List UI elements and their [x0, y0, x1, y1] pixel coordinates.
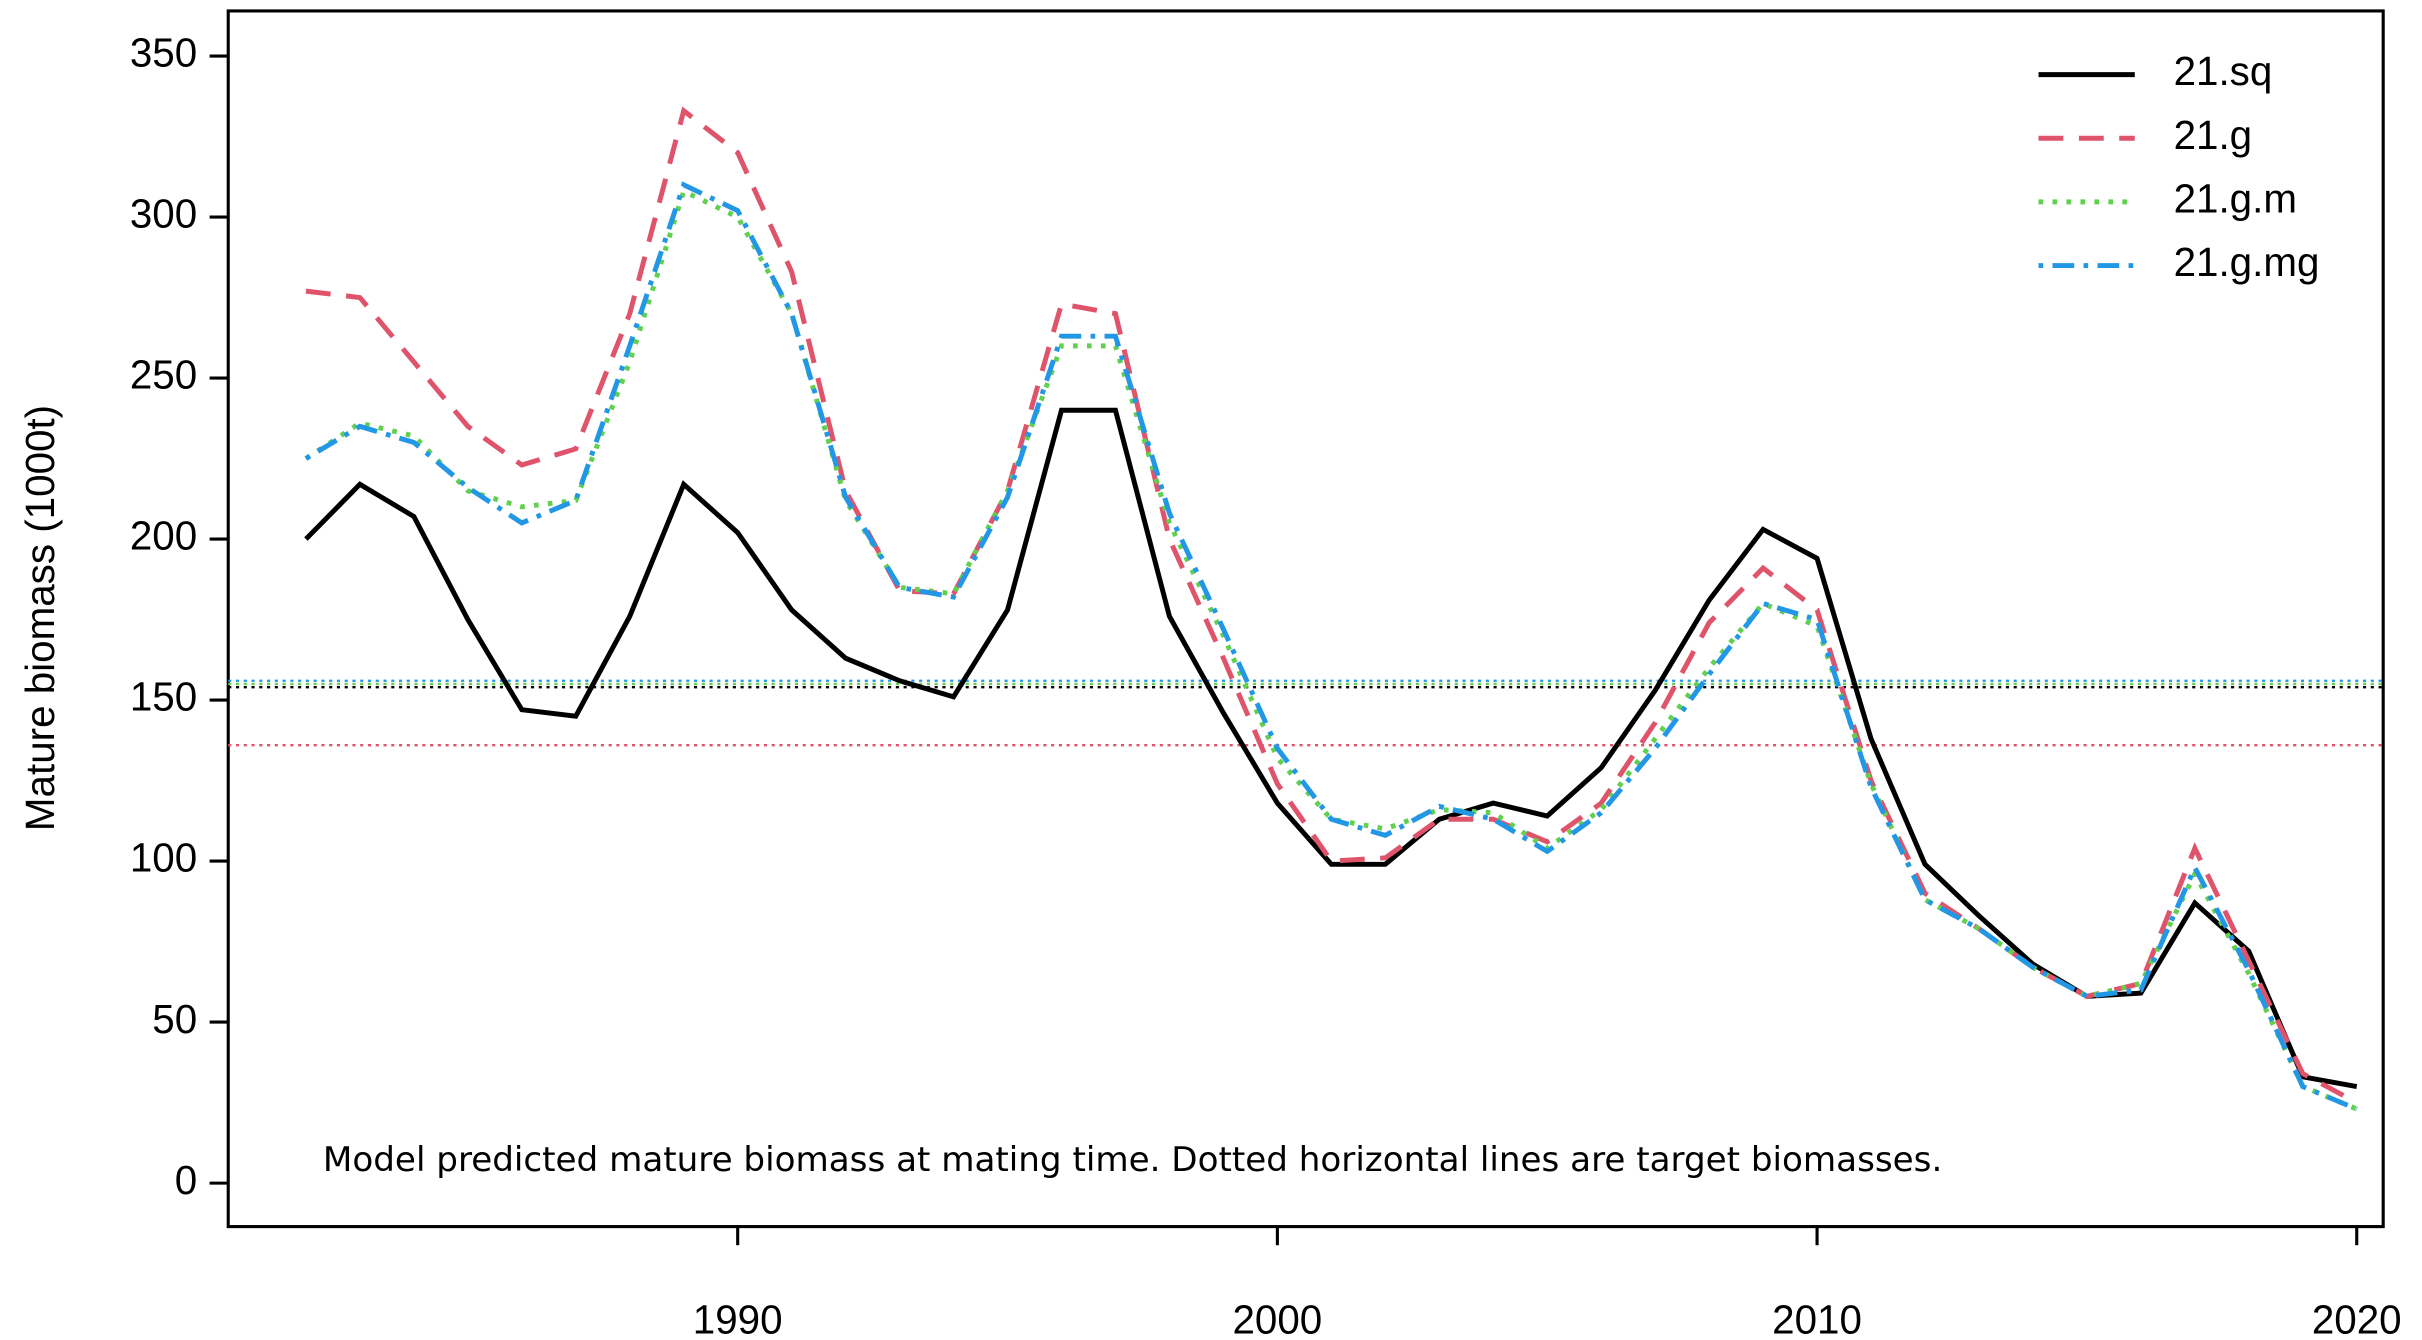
x-tick-label: 2020	[2312, 1297, 2402, 1340]
y-tick-label: 150	[130, 674, 197, 720]
annotation: Model predicted mature biomass at mating…	[323, 1140, 1942, 1180]
plot-frame	[226, 9, 2385, 1229]
y-tick-label: 350	[130, 30, 197, 76]
y-axis-label: Mature biomass (1000t)	[17, 405, 63, 831]
series-line	[304, 181, 2358, 1112]
legend-label: 21.g.mg	[2174, 239, 2320, 285]
x-tick-label: 2000	[1232, 1297, 1322, 1340]
legend-label: 21.sq	[2174, 48, 2273, 94]
y-tick-label: 0	[175, 1157, 197, 1203]
y-tick-label: 300	[130, 191, 197, 237]
x-tick-label: 2010	[1772, 1297, 1862, 1340]
series-line	[304, 407, 2358, 1089]
x-tick-label: 1990	[693, 1297, 783, 1340]
y-tick-label: 250	[130, 352, 197, 398]
legend-label: 21.g.m	[2174, 176, 2297, 222]
y-tick-label: 50	[152, 996, 197, 1042]
y-tick-label: 200	[130, 513, 197, 559]
y-tick-label: 100	[130, 835, 197, 881]
legend-label: 21.g	[2174, 112, 2253, 158]
series-line	[305, 106, 2358, 1105]
